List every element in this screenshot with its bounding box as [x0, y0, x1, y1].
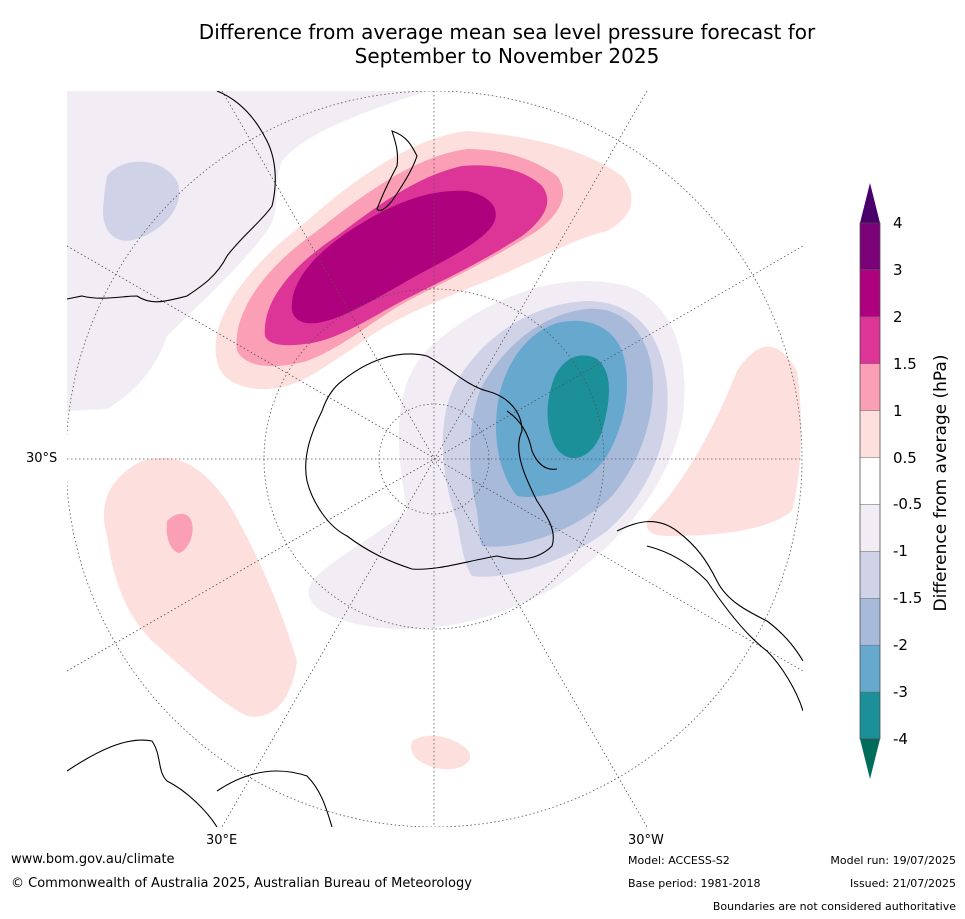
colorbar — [859, 183, 881, 779]
colorbar-title: Difference from average (hPa) — [931, 354, 951, 612]
colorbar-band — [859, 691, 881, 740]
title-line-1: Difference from average mean sea level p… — [198, 20, 816, 44]
footer-website[interactable]: www.bom.gov.au/climate — [11, 852, 175, 867]
coastline-africa-east — [216, 770, 333, 827]
colorbar-tick-label: -0.5 — [893, 495, 923, 514]
colorbar-band — [859, 363, 881, 411]
colorbar-tick-label: 1.5 — [893, 354, 917, 373]
colorbar-tick-label: 4 — [893, 214, 903, 232]
label-30e: 30°E — [206, 833, 238, 848]
anomaly-pos-05-1-indian — [103, 457, 297, 717]
graticule — [67, 91, 803, 827]
footer-copyright: © Commonwealth of Australia 2025, Austra… — [11, 876, 472, 891]
colorbar-band — [859, 644, 881, 693]
colorbar-bands — [859, 222, 881, 740]
title-line-2: September to November 2025 — [354, 44, 660, 68]
colorbar-band — [859, 457, 881, 505]
anomaly-pos-2-3-tasman — [291, 190, 496, 324]
label-30s: 30°S — [26, 451, 58, 466]
label-30w: 30°W — [628, 833, 664, 848]
coastline-antarctic-peninsula — [506, 410, 558, 470]
colorbar-tick-label: -1 — [893, 542, 908, 561]
colorbar-tick-label: 3 — [893, 260, 903, 279]
colorbar-frame — [859, 222, 881, 740]
colorbar-tick-label: -2 — [893, 636, 908, 655]
colorbar-tick-label: -3 — [893, 683, 908, 702]
coastlines — [67, 91, 803, 827]
anomaly-neg-3-4-atlantic — [547, 355, 609, 458]
colorbar-tick-label: 1 — [893, 401, 903, 420]
graticule-meridian — [67, 245, 803, 672]
colorbar-band — [859, 598, 881, 646]
colorbar-band — [859, 269, 881, 318]
colorbar-band — [859, 316, 881, 364]
colorbar-band — [859, 222, 881, 271]
footer-issued: Issued: 21/07/2025 — [849, 877, 956, 890]
coastline-south-america — [616, 520, 803, 662]
anomaly-neg-1-west — [102, 161, 180, 241]
footer-disclaimer: Boundaries are not considered authoritat… — [712, 900, 956, 913]
anomaly-pos-05-1-pacific — [646, 346, 802, 536]
footer-model-run: Model run: 19/07/2025 — [830, 854, 956, 867]
graticule-circle — [67, 91, 803, 827]
coastline-southern-africa — [67, 739, 218, 827]
coastline-antarctica — [305, 353, 554, 570]
colorbar-tick-label: 2 — [893, 307, 903, 326]
colorbar-band — [859, 551, 881, 599]
colorbar-band — [859, 504, 881, 552]
anomaly-pos-05-1-south — [411, 735, 471, 770]
colorbar-tick-label: 0.5 — [893, 448, 917, 467]
colorbar-tick-label: -4 — [893, 730, 908, 748]
map-svg — [67, 91, 803, 827]
colorbar-under-triangle — [860, 739, 880, 779]
colorbar-over-triangle — [860, 183, 880, 223]
polar-map — [67, 91, 803, 827]
map-title: Difference from average mean sea level p… — [0, 20, 965, 68]
colorbar-tick-label: -1.5 — [893, 589, 923, 608]
footer-base-period: Base period: 1981-2018 — [628, 877, 761, 890]
coastline-south-america-interior — [646, 545, 803, 712]
coastline-australia — [67, 91, 276, 303]
colorbar-band — [859, 410, 881, 458]
coastline-new-zealand — [376, 130, 418, 212]
footer-model: Model: ACCESS-S2 — [628, 854, 730, 867]
anomaly-pos-1-15-indian — [166, 513, 193, 553]
